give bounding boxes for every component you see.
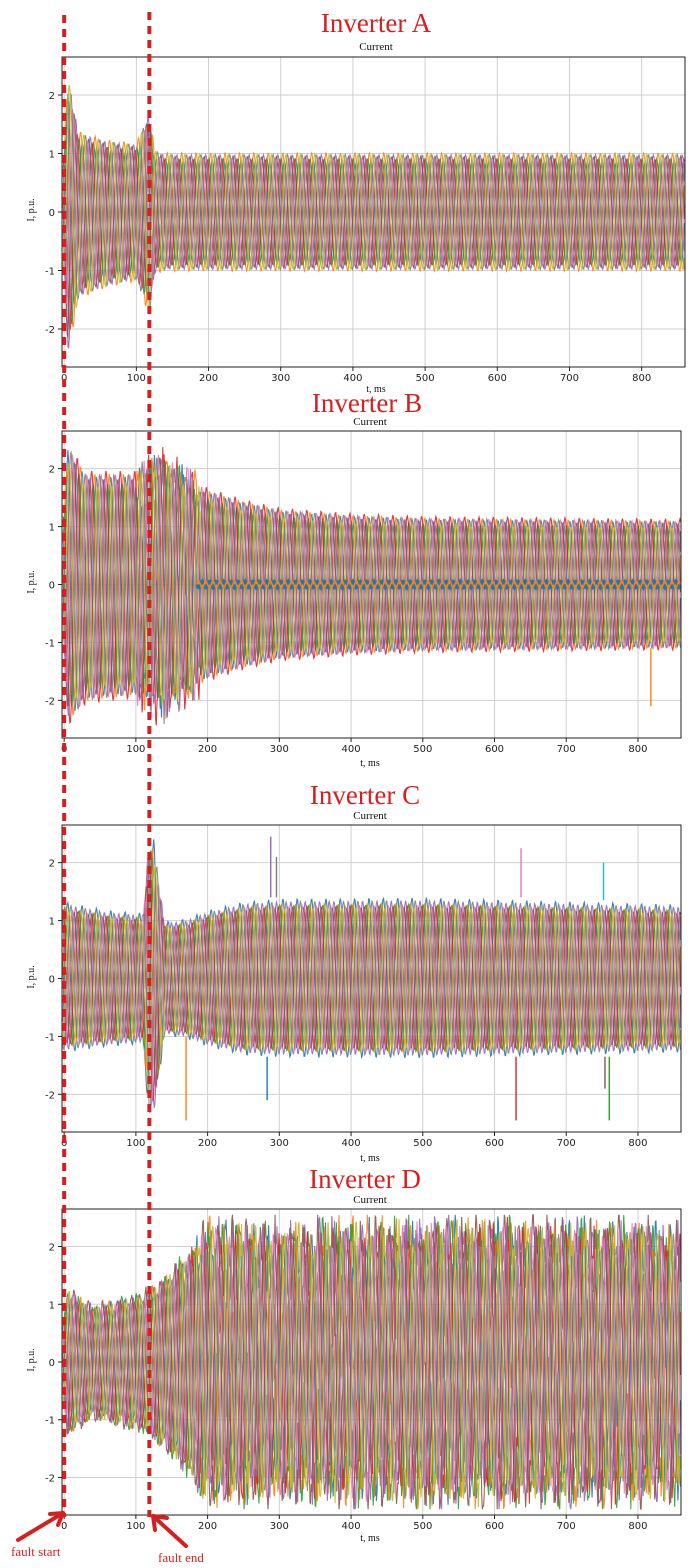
panel-b-ytick-label: -1	[45, 638, 55, 649]
panel-a-series	[62, 108, 685, 304]
panel-b-series	[62, 454, 681, 719]
panel-a-traces	[62, 84, 685, 349]
panel-d-ytick-label: 2	[49, 1243, 55, 1254]
panel-c-series	[62, 865, 681, 1098]
panel-b-xtick-label: 800	[628, 744, 647, 755]
panel-b-ytick-label: -2	[45, 696, 55, 707]
panel-b-xtick-label: 700	[557, 744, 576, 755]
panel-c-traces	[62, 836, 681, 1121]
panel-b-xlabel: t, ms	[360, 758, 380, 769]
panel-b-xtick-label: 600	[485, 744, 504, 755]
panel-a-subtitle: Current	[359, 41, 393, 53]
panel-d-xtick-label: 700	[557, 1521, 576, 1532]
panel-c-subtitle: Current	[353, 810, 387, 822]
panel-d-xlabel: t, ms	[360, 1533, 380, 1544]
panel-a-xtick-label: 300	[271, 373, 290, 384]
panel-c-xtick-label: 200	[198, 1138, 217, 1149]
fault-markers	[62, 12, 152, 1517]
fault-end-label: fault end	[158, 1550, 204, 1565]
panel-d-ytick-label: 0	[49, 1358, 55, 1369]
panel-b-series	[62, 462, 681, 706]
panel-a-xtick-label: 200	[199, 373, 218, 384]
panel-a-ytick-label: 1	[49, 150, 55, 161]
panel-c-xlabel: t, ms	[360, 1153, 380, 1164]
panel-c-xtick-label: 100	[126, 1138, 145, 1149]
panel-b-ytick-label: 2	[49, 465, 55, 476]
panel-c-series	[62, 866, 681, 1114]
panel-c-xtick-label: 500	[413, 1138, 432, 1149]
panel-c-xtick-label: 400	[342, 1138, 361, 1149]
fault-start-arrow	[16, 1511, 65, 1542]
panel-a-xtick-label: 600	[488, 373, 507, 384]
panel-d-xtick-label: 800	[628, 1521, 647, 1532]
panel-b-xtick-label: 100	[126, 744, 145, 755]
panel-d-traces	[62, 1214, 681, 1511]
panel-a-xtick-label: 800	[632, 373, 651, 384]
panel-a-ytick-label: -2	[45, 325, 55, 336]
panel-d-xtick-label: 500	[413, 1521, 432, 1532]
panel-c-xtick-label: 700	[557, 1138, 576, 1149]
panel-b-ytick-label: 1	[49, 523, 55, 534]
panel-a-chart: 0 100 200 300 400 500 600 700 800 -2 -1 0 1 2	[45, 56, 686, 384]
panel-a-ytick-label: -1	[45, 266, 55, 277]
panel-c-xtick-label: 800	[628, 1138, 647, 1149]
panel-c-ytick-label: 2	[49, 859, 55, 870]
panel-a-ytick-label: 0	[49, 208, 55, 219]
panel-d-xtick-label: 100	[126, 1521, 145, 1532]
panel-d-ylabel: I, p.u.	[26, 1348, 37, 1371]
panel-a-xtick-label: 100	[127, 373, 146, 384]
panel-b-ytick-label: 0	[49, 581, 55, 592]
panel-a-xtick-label: 500	[416, 373, 435, 384]
panel-d-xtick-label: 400	[342, 1521, 361, 1532]
panel-d-xtick-label: 0	[61, 1521, 67, 1532]
panel-d-title: Inverter D	[309, 1164, 421, 1194]
panel-b-zero-band	[195, 578, 681, 591]
panel-c-ytick-label: -1	[45, 1032, 55, 1043]
panel-a-title: Inverter A	[321, 8, 432, 38]
panel-b-ylabel: I, p.u.	[26, 570, 37, 593]
panel-a-xtick-label: 400	[343, 373, 362, 384]
panel-c-series	[62, 883, 681, 1107]
panel-a-xtick-label: 0	[61, 373, 67, 384]
panel-d-series	[62, 1218, 681, 1508]
panel-a-xtick-label: 700	[560, 373, 579, 384]
panel-a-ylabel: I, p.u.	[26, 198, 37, 221]
panel-b-subtitle: Current	[353, 416, 387, 428]
panel-d-series	[62, 1221, 681, 1505]
panel-b-xtick-label: 400	[342, 744, 361, 755]
fault-start-label: fault start	[11, 1544, 61, 1559]
panel-d-xtick-label: 300	[270, 1521, 289, 1532]
panel-c-title: Inverter C	[310, 780, 420, 810]
panel-b-xtick-label: 200	[198, 744, 217, 755]
panel-d-xtick-label: 200	[198, 1521, 217, 1532]
panel-d-xtick-label: 600	[485, 1521, 504, 1532]
panel-a-ytick-label: 2	[49, 91, 55, 102]
panel-d-ytick-label: 1	[49, 1300, 55, 1311]
panel-a-series	[62, 122, 685, 331]
panel-c-ytick-label: 1	[49, 917, 55, 928]
panel-b-xtick-label: 300	[270, 744, 289, 755]
panel-a-xlabel: t, ms	[366, 384, 386, 395]
panel-c-xtick-label: 300	[270, 1138, 289, 1149]
panel-c-chart: 0 100 200 300 400 500 600 700 800 -2 -1 0 1 2	[45, 824, 682, 1149]
fault-end-arrow	[151, 1514, 188, 1548]
panel-b-zero-band	[196, 579, 681, 590]
panel-a-series	[62, 84, 685, 313]
panel-b-title: Inverter B	[312, 388, 422, 418]
panel-d-ytick-label: -2	[45, 1473, 55, 1484]
panel-d-chart: 0 100 200 300 400 500 600 700 800 -2 -1 0 1 2	[45, 1208, 682, 1532]
panel-b-xtick-label: 500	[413, 744, 432, 755]
panel-d-ytick-label: -1	[45, 1416, 55, 1427]
panel-c-ytick-label: -2	[45, 1090, 55, 1101]
panel-b-series	[62, 450, 681, 724]
panel-c-xtick-label: 600	[485, 1138, 504, 1149]
panel-d-subtitle: Current	[353, 1194, 387, 1206]
panel-c-ylabel: I, p.u.	[26, 965, 37, 988]
panel-c-xtick-label: 0	[61, 1138, 67, 1149]
panel-b-traces	[62, 447, 681, 726]
panel-c-ytick-label: 0	[49, 975, 55, 986]
